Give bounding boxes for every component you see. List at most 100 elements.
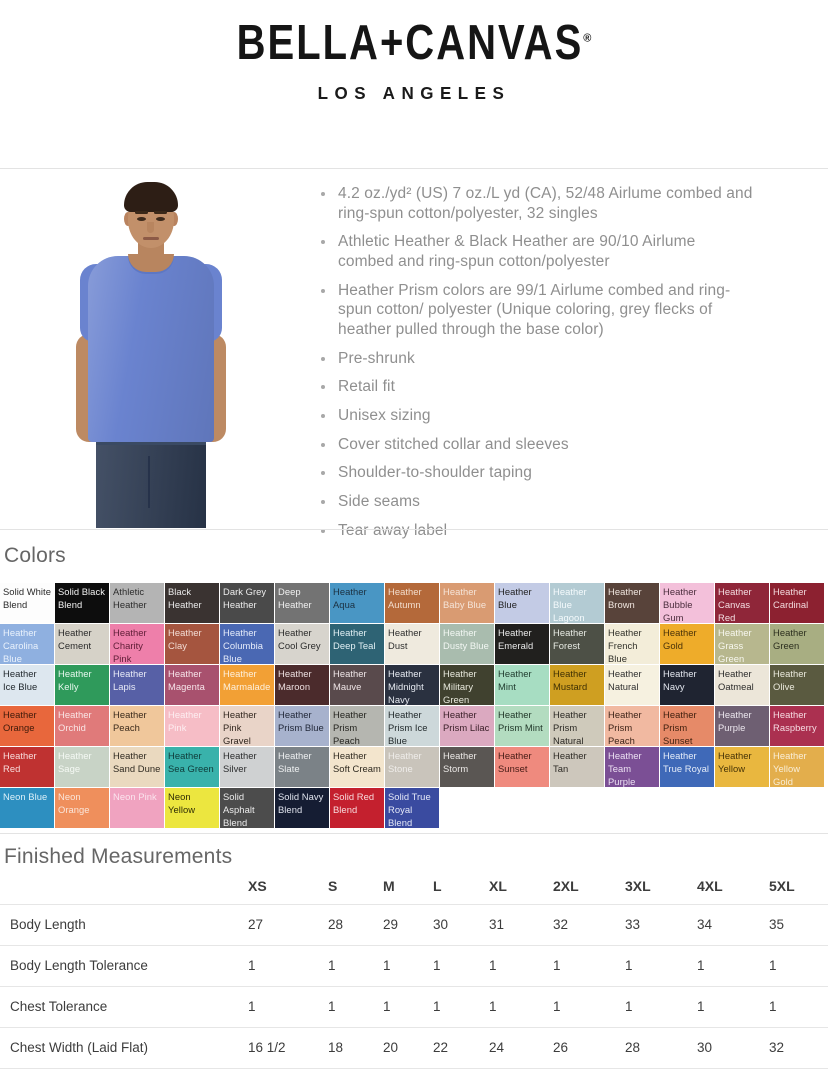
color-swatch[interactable]: Heather French Blue: [605, 624, 659, 664]
color-swatch[interactable]: Heather Orange: [0, 706, 54, 746]
color-swatch[interactable]: Heather Autumn: [385, 583, 439, 623]
color-swatch[interactable]: Heather Forest: [550, 624, 604, 664]
color-swatch[interactable]: Heather Blue: [495, 583, 549, 623]
measurement-cell: 24: [489, 1040, 505, 1055]
measurement-cell: 32: [553, 917, 569, 932]
color-swatch[interactable]: Heather Military Green: [440, 665, 494, 705]
color-swatch[interactable]: Heather Olive: [770, 665, 824, 705]
color-swatch[interactable]: Heather Prism Blue: [275, 706, 329, 746]
color-swatch[interactable]: Heather Baby Blue: [440, 583, 494, 623]
color-swatch[interactable]: Heather Emerald: [495, 624, 549, 664]
measurement-cell: 20: [383, 1040, 399, 1055]
color-swatch[interactable]: Heather Columbia Blue: [220, 624, 274, 664]
color-swatch[interactable]: Heather Silver: [220, 747, 274, 787]
color-swatch[interactable]: Athletic Heather: [110, 583, 164, 623]
color-swatch[interactable]: Heather Grass Green: [715, 624, 769, 664]
color-swatch[interactable]: Heather Yellow: [715, 747, 769, 787]
color-swatch[interactable]: Heather Orchid: [55, 706, 109, 746]
color-swatch[interactable]: Dark Grey Heather: [220, 583, 274, 623]
color-swatch[interactable]: Heather Maroon: [275, 665, 329, 705]
color-swatch[interactable]: Heather Sage: [55, 747, 109, 787]
color-swatch[interactable]: Heather Prism Sunset: [660, 706, 714, 746]
color-swatch[interactable]: Heather Canvas Red: [715, 583, 769, 623]
color-swatch[interactable]: Heather Blue Lagoon: [550, 583, 604, 623]
color-swatch[interactable]: Heather Magenta: [165, 665, 219, 705]
model-right-eyebrow: [154, 211, 167, 214]
color-swatch[interactable]: Heather Red: [0, 747, 54, 787]
measurements-heading: Finished Measurements: [4, 845, 233, 868]
color-swatch[interactable]: Heather Prism Peach: [330, 706, 384, 746]
color-swatch[interactable]: Heather Aqua: [330, 583, 384, 623]
color-swatch[interactable]: Heather Team Purple: [605, 747, 659, 787]
color-swatch[interactable]: Heather Cement: [55, 624, 109, 664]
color-swatch[interactable]: Heather Gold: [660, 624, 714, 664]
color-swatch[interactable]: Heather Cardinal: [770, 583, 824, 623]
color-swatch[interactable]: Heather Clay: [165, 624, 219, 664]
color-swatch[interactable]: Heather Mint: [495, 665, 549, 705]
color-swatch[interactable]: Heather Tan: [550, 747, 604, 787]
color-swatch[interactable]: Heather Sunset: [495, 747, 549, 787]
color-swatch[interactable]: Heather Ice Blue: [0, 665, 54, 705]
color-swatch[interactable]: Heather Sand Dune: [110, 747, 164, 787]
color-swatch[interactable]: Heather True Royal: [660, 747, 714, 787]
color-swatch[interactable]: Heather Bubble Gum: [660, 583, 714, 623]
color-swatch[interactable]: Heather Yellow Gold: [770, 747, 824, 787]
color-swatch[interactable]: Heather Storm: [440, 747, 494, 787]
color-swatch[interactable]: Heather Cool Grey: [275, 624, 329, 664]
measurement-cell: 1: [383, 958, 391, 973]
color-swatch[interactable]: Heather Peach: [110, 706, 164, 746]
color-swatch[interactable]: Neon Yellow: [165, 788, 219, 828]
model-collar: [128, 254, 174, 272]
color-swatch[interactable]: Heather Dusty Blue: [440, 624, 494, 664]
color-swatch[interactable]: Deep Heather: [275, 583, 329, 623]
color-swatch[interactable]: Heather Lapis: [110, 665, 164, 705]
color-swatch[interactable]: Heather Mauve: [330, 665, 384, 705]
color-swatch[interactable]: Heather Carolina Blue: [0, 624, 54, 664]
color-swatch[interactable]: Heather Oatmeal: [715, 665, 769, 705]
color-swatch[interactable]: Heather Midnight Navy: [385, 665, 439, 705]
color-swatch[interactable]: Solid Red Blend: [330, 788, 384, 828]
spec-list: 4.2 oz./yd² (US) 7 oz./L yd (CA), 52/48 …: [316, 184, 754, 540]
color-swatch[interactable]: Black Heather: [165, 583, 219, 623]
color-swatch[interactable]: Heather Prism Natural: [550, 706, 604, 746]
model-illustration: [62, 178, 238, 528]
spec-item: Retail fit: [316, 377, 754, 397]
color-swatch[interactable]: Heather Kelly: [55, 665, 109, 705]
color-swatch[interactable]: Neon Blue: [0, 788, 54, 828]
measurement-cell: 30: [433, 917, 449, 932]
color-swatch[interactable]: Heather Pink Gravel: [220, 706, 274, 746]
color-swatch[interactable]: Heather Purple: [715, 706, 769, 746]
color-swatch[interactable]: Heather Sea Green: [165, 747, 219, 787]
measurement-cell: 28: [328, 917, 344, 932]
color-swatch[interactable]: Heather Charity Pink: [110, 624, 164, 664]
color-swatch[interactable]: Heather Prism Ice Blue: [385, 706, 439, 746]
color-swatch[interactable]: Heather Prism Mint: [495, 706, 549, 746]
size-column-header: L: [433, 878, 442, 894]
color-swatch[interactable]: Heather Mustard: [550, 665, 604, 705]
color-swatch[interactable]: Heather Stone: [385, 747, 439, 787]
color-swatch[interactable]: Solid Asphalt Blend: [220, 788, 274, 828]
color-swatch[interactable]: Heather Prism Lilac: [440, 706, 494, 746]
color-swatch[interactable]: Heather Prism Peach: [605, 706, 659, 746]
color-swatch[interactable]: Heather Marmalade: [220, 665, 274, 705]
color-swatch[interactable]: Heather Natural: [605, 665, 659, 705]
measurement-cell: 1: [625, 999, 633, 1014]
measurements-table-head: XS S M L XL 2XL 3XL 4XL 5XL: [0, 878, 828, 904]
color-swatch[interactable]: Heather Pink: [165, 706, 219, 746]
color-swatch[interactable]: Heather Green: [770, 624, 824, 664]
color-swatch[interactable]: Solid True Royal Blend: [385, 788, 439, 828]
color-swatch[interactable]: Solid Navy Blend: [275, 788, 329, 828]
color-swatch[interactable]: Heather Raspberry: [770, 706, 824, 746]
color-swatch[interactable]: Heather Soft Cream: [330, 747, 384, 787]
color-swatch[interactable]: Heather Navy: [660, 665, 714, 705]
color-swatch[interactable]: Heather Deep Teal: [330, 624, 384, 664]
color-swatch[interactable]: Heather Brown: [605, 583, 659, 623]
color-swatch[interactable]: Heather Dust: [385, 624, 439, 664]
color-swatch[interactable]: Neon Orange: [55, 788, 109, 828]
color-swatch[interactable]: Solid White Blend: [0, 583, 54, 623]
color-swatch[interactable]: Neon Pink: [110, 788, 164, 828]
color-swatch[interactable]: Heather Slate: [275, 747, 329, 787]
color-swatch[interactable]: Solid Black Blend: [55, 583, 109, 623]
measurement-cell: 1: [769, 999, 777, 1014]
